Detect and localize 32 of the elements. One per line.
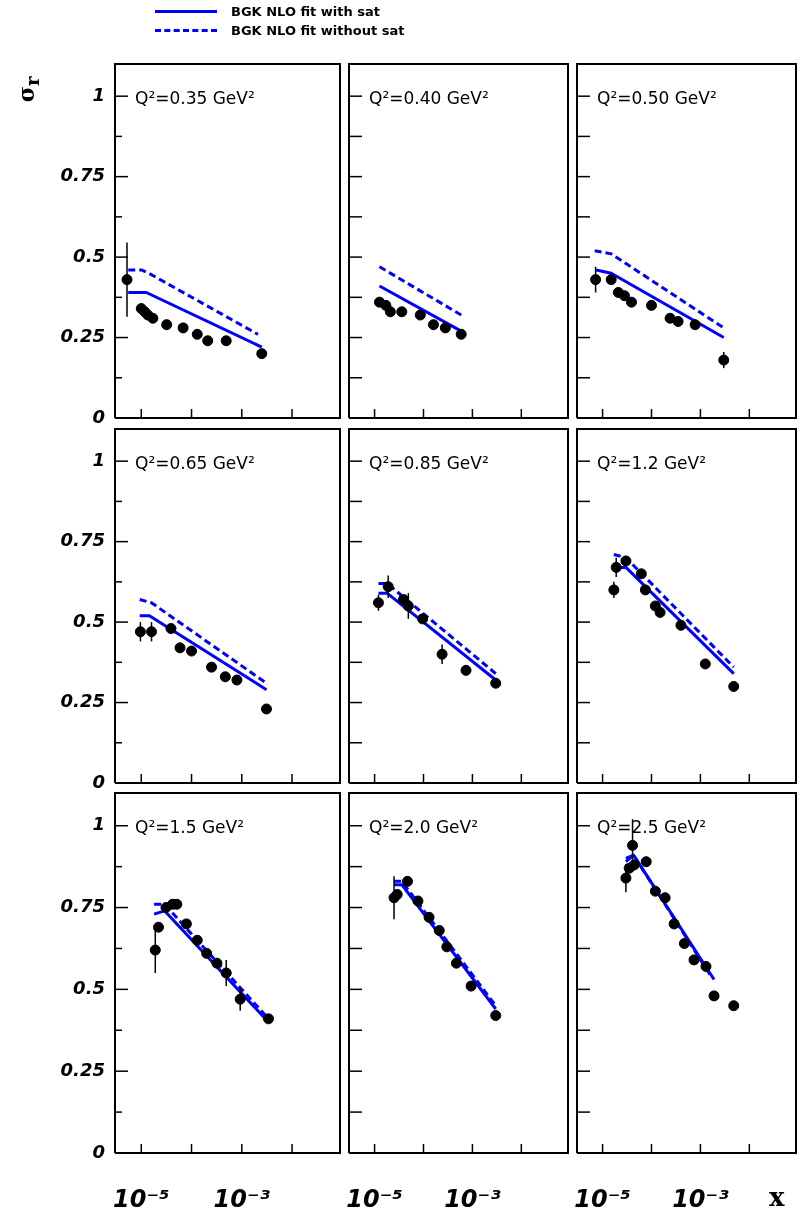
y-tick-label: 0.75 bbox=[60, 529, 105, 551]
x-tick-label: 10⁻³ bbox=[444, 1185, 502, 1214]
y-tick-label: 0 bbox=[92, 405, 105, 427]
y-tick-label: 0.25 bbox=[60, 1058, 105, 1080]
y-tick-label: 0.5 bbox=[73, 609, 105, 631]
y-tick-label: 0.25 bbox=[60, 325, 105, 347]
y-tick-label: 0.75 bbox=[60, 164, 105, 186]
y-tick-label: 1 bbox=[92, 448, 105, 470]
y-tick-label: 0.75 bbox=[60, 895, 105, 917]
text: Q²=0.50 GeV² bbox=[597, 88, 717, 108]
text: Q²=1.5 GeV² bbox=[135, 817, 244, 837]
text: Q²=0.65 GeV² bbox=[135, 453, 255, 473]
x-tick-label: 10⁻³ bbox=[672, 1185, 730, 1214]
legend-label: BGK NLO fit with sat bbox=[231, 4, 381, 19]
x-tick-label: 10⁻⁵ bbox=[346, 1185, 403, 1214]
legend-label: BGK NLO fit without sat bbox=[231, 23, 405, 38]
y-tick-label: 0 bbox=[92, 770, 105, 792]
text: Q²=1.2 GeV² bbox=[597, 453, 706, 473]
x-axis-title: x bbox=[769, 1182, 785, 1212]
y-tick-label: 0.25 bbox=[60, 690, 105, 712]
x-tick-label: 10⁻⁵ bbox=[574, 1185, 631, 1214]
y-tick-label: 0.5 bbox=[73, 977, 105, 999]
x-tick-label: 10⁻³ bbox=[213, 1185, 271, 1214]
x-tick-label: 10⁻⁵ bbox=[112, 1185, 170, 1214]
text: Q²=0.85 GeV² bbox=[369, 453, 489, 473]
text: Q²=0.35 GeV² bbox=[135, 88, 255, 108]
y-tick-label: 0.5 bbox=[73, 244, 105, 266]
y-tick-label: 1 bbox=[92, 813, 105, 835]
text: Q²=2.0 GeV² bbox=[369, 817, 478, 837]
y-tick-label: 0 bbox=[92, 1140, 105, 1162]
text: Q²=0.40 GeV² bbox=[369, 88, 489, 108]
y-tick-label: 1 bbox=[92, 83, 105, 105]
